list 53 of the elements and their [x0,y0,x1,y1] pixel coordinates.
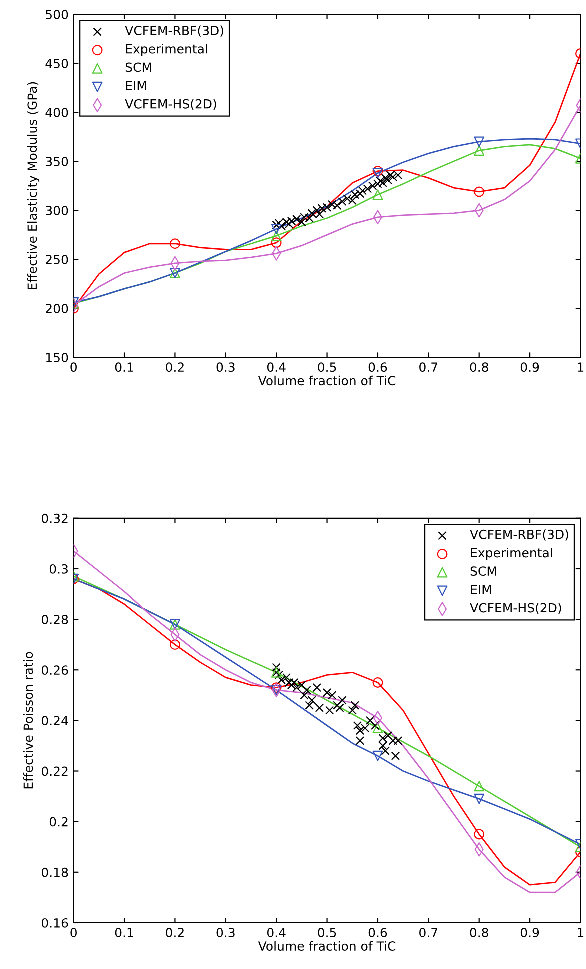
x-tick-label: 0.5 [318,362,336,372]
legend-label: EIM [471,585,492,594]
x-tick-label: 0.7 [420,362,438,372]
x-tick-label: 0.2 [166,362,184,372]
x-tick-label: 0.4 [267,928,286,938]
x-tick-label: 0.8 [470,928,488,938]
x-tick-label: 0.8 [470,362,488,372]
x-tick-label: 0.3 [216,362,235,372]
y-tick-label: 300 [46,206,68,216]
x-tick-label: 1 [578,362,584,372]
x-tick-label: 1 [578,928,584,938]
x-axis-title: Volume fraction of TiC [258,941,396,951]
x-tick-label: 0.7 [420,928,438,938]
legend-label: SCM [470,566,496,576]
x-tick-label: 0.9 [520,928,540,938]
y-tick-label: 250 [46,255,68,264]
y-tick-label: 0.22 [42,766,68,776]
legend-label: VCFEM-HS(2D) [470,603,562,614]
legend-label: VCFEM-RBF(3D) [470,530,568,541]
y-tick-label: 0.18 [42,868,68,878]
x-tick-label: 0.4 [267,362,286,372]
legend-label: EIM [126,81,146,90]
x-tick-label: 0.6 [368,928,388,938]
x-tick-label: 0.2 [166,928,184,938]
x-axis-title: Volume fraction of TiC [258,376,396,386]
x-tick-label: 0.1 [115,928,134,938]
y-tick-label: 0.26 [42,666,68,676]
y-tick-label: 400 [46,108,68,118]
legend-label: Experimental [126,44,208,56]
y-tick-label: 150 [46,353,68,362]
legend-label: VCFEM-HS(2D) [125,99,216,110]
x-tick-label: 0 [70,928,77,938]
y-tick-label: 0.28 [42,615,68,624]
y-axis-title: Effective Elasticity Modulus (GPa) [27,82,40,290]
x-tick-label: 0.5 [318,928,336,938]
legend-label: SCM [126,62,152,72]
y-tick-label: 200 [46,304,68,314]
x-tick-label: 0.3 [216,928,235,938]
y-tick-label: 0.16 [42,918,68,928]
y-tick-label: 0.24 [42,716,68,726]
legend-label: VCFEM-RBF(3D) [125,26,224,37]
y-tick-label: 350 [46,157,68,166]
x-tick-label: 0 [70,362,77,372]
y-tick-label: 0.3 [50,564,68,574]
y-tick-label: 500 [46,10,68,20]
y-axis-title: Effective Poisson ratio [23,652,34,789]
y-tick-label: 450 [46,59,68,68]
y-tick-label: 0.32 [42,514,68,524]
x-tick-label: 0.9 [520,362,540,372]
legend-label: Experimental [471,548,552,560]
x-tick-label: 0.6 [368,362,388,372]
y-tick-label: 0.2 [50,817,68,827]
x-tick-label: 0.1 [115,362,134,372]
